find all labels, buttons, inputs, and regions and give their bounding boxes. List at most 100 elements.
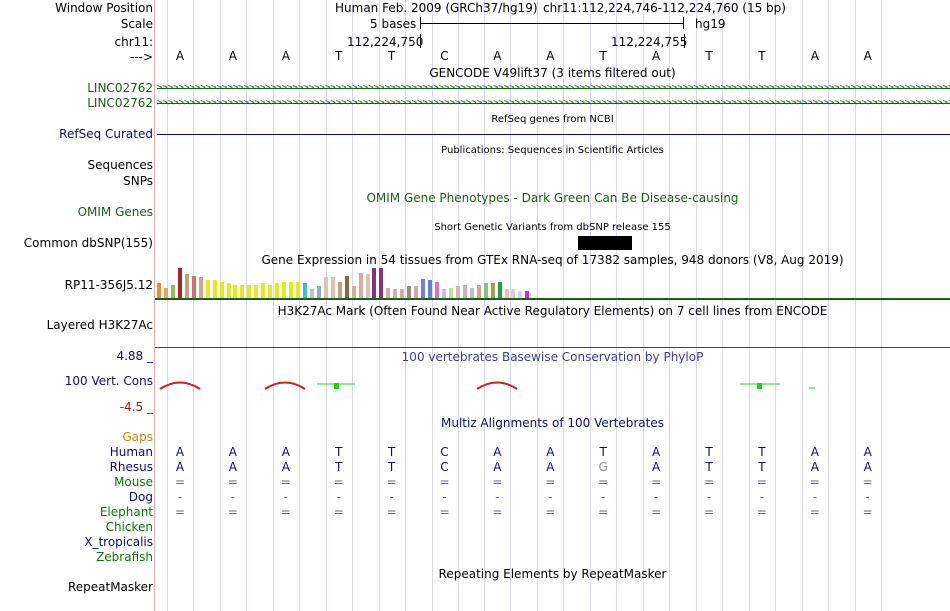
elephant-base: = xyxy=(545,505,556,519)
gtex-tissue-bar[interactable] xyxy=(393,289,398,298)
multiz-track-title[interactable]: Multiz Alignments of 100 Vertebrates xyxy=(440,416,665,430)
gtex-tissue-bar[interactable] xyxy=(170,284,175,298)
species-chicken-label[interactable]: Chicken xyxy=(105,520,153,534)
gtex-tissue-bar[interactable] xyxy=(157,283,161,298)
phylop-signal[interactable] xyxy=(155,374,950,394)
human-base: C xyxy=(440,445,449,459)
omim-track-title[interactable]: OMIM Gene Phenotypes - Dark Green Can Be… xyxy=(366,191,739,205)
gtex-tissue-bar[interactable] xyxy=(275,283,280,298)
phylop-track-title[interactable]: 100 vertebrates Basewise Conservation by… xyxy=(401,350,704,364)
dbsnp-variant-block[interactable] xyxy=(578,236,632,250)
refseq-gene-line[interactable] xyxy=(157,134,950,135)
gtex-tissue-bar[interactable] xyxy=(372,268,377,298)
gtex-tissue-bar[interactable] xyxy=(421,278,426,298)
gtex-tissue-bar[interactable] xyxy=(240,284,245,298)
gtex-tissue-bar[interactable] xyxy=(483,283,488,298)
gtex-tissue-bar[interactable] xyxy=(309,289,314,298)
gtex-tissue-bar[interactable] xyxy=(316,286,321,298)
h3k27ac-label[interactable]: Layered H3K27Ac xyxy=(46,318,153,332)
rhesus-base: A xyxy=(493,460,502,474)
coord-tick-mark-left xyxy=(420,34,421,48)
gtex-tissue-bar[interactable] xyxy=(407,286,412,298)
gene-linc02762-1[interactable]: >>>>>>>>>>>>>>>>>>>>>>>>>>>>>>>>>>>>>>>>… xyxy=(157,83,950,93)
sequences-label[interactable]: Sequences xyxy=(87,158,153,172)
gtex-tissue-bar[interactable] xyxy=(302,283,307,298)
gencode-track-title[interactable]: GENCODE V49lift37 (3 items filtered out) xyxy=(429,66,676,80)
gtex-tissue-bar[interactable] xyxy=(177,268,182,298)
omim-label[interactable]: OMIM Genes xyxy=(77,205,153,219)
gtex-tissue-bar[interactable] xyxy=(198,277,203,298)
gtex-tissue-bar[interactable] xyxy=(365,274,370,298)
gtex-tissue-bar[interactable] xyxy=(386,287,391,298)
gtex-track-title[interactable]: Gene Expression in 54 tissues from GTEx … xyxy=(261,253,844,267)
gtex-tissue-bar[interactable] xyxy=(441,289,446,298)
gtex-tissue-bar[interactable] xyxy=(518,290,523,298)
gtex-tissue-bar[interactable] xyxy=(435,281,439,298)
refseq-track-title[interactable]: RefSeq genes from NCBI xyxy=(491,114,614,125)
reference-base: A xyxy=(810,49,819,63)
gtex-tissue-bar[interactable] xyxy=(261,283,266,298)
gtex-tissue-bar[interactable] xyxy=(323,277,328,298)
gtex-tissue-bar[interactable] xyxy=(296,281,300,298)
human-base: T xyxy=(705,445,713,459)
gtex-tissue-bar[interactable] xyxy=(448,287,453,298)
window-coordinates[interactable]: chr11:112,224,746-112,224,760 (15 bp) xyxy=(543,1,786,15)
gtex-tissue-bar[interactable] xyxy=(226,283,231,298)
gtex-tissue-bar[interactable] xyxy=(379,268,384,298)
gtex-tissue-bar[interactable] xyxy=(219,281,224,298)
dbsnp-label[interactable]: Common dbSNP(155) xyxy=(23,236,153,250)
gtex-tissue-bar[interactable] xyxy=(268,284,273,298)
gtex-tissue-bar[interactable] xyxy=(233,284,238,298)
gtex-tissue-bar[interactable] xyxy=(212,280,217,298)
repeatmasker-track-title[interactable]: Repeating Elements by RepeatMasker xyxy=(438,567,667,581)
species-dog-label[interactable]: Dog xyxy=(128,490,153,504)
gtex-tissue-bar[interactable] xyxy=(344,275,349,298)
gtex-expression-bars[interactable] xyxy=(157,268,557,298)
species-human-label[interactable]: Human xyxy=(109,445,153,459)
gene-label-linc02762-2[interactable]: LINC02762 xyxy=(87,96,153,110)
gtex-tissue-bar[interactable] xyxy=(400,289,405,298)
gtex-tissue-bar[interactable] xyxy=(351,286,356,298)
gtex-tissue-bar[interactable] xyxy=(163,287,168,298)
snps-label[interactable]: SNPs xyxy=(123,174,153,188)
publications-track-title[interactable]: Publications: Sequences in Scientific Ar… xyxy=(441,145,664,156)
gene-label-linc02762-1[interactable]: LINC02762 xyxy=(87,81,153,95)
gtex-tissue-bar[interactable] xyxy=(497,281,502,298)
gtex-tissue-bar[interactable] xyxy=(462,284,467,298)
gtex-tissue-bar[interactable] xyxy=(247,284,252,298)
gtex-tissue-bar[interactable] xyxy=(428,280,433,298)
gtex-tissue-bar[interactable] xyxy=(358,272,363,298)
rhesus-base: A xyxy=(651,460,661,474)
gtex-tissue-bar[interactable] xyxy=(191,275,196,298)
gtex-tissue-bar[interactable] xyxy=(205,280,210,298)
gtex-tissue-bar[interactable] xyxy=(254,284,259,298)
repeatmasker-label[interactable]: RepeatMasker xyxy=(67,580,153,594)
gtex-tissue-bar[interactable] xyxy=(525,290,530,298)
gtex-tissue-bar[interactable] xyxy=(476,284,481,298)
gtex-tissue-bar[interactable] xyxy=(490,283,495,298)
conservation-track-label[interactable]: 100 Vert. Cons xyxy=(64,374,153,388)
h3k27ac-track-title[interactable]: H3K27Ac Mark (Often Found Near Active Re… xyxy=(277,304,828,318)
gtex-tissue-bar[interactable] xyxy=(330,277,335,298)
reference-base: A xyxy=(228,49,237,63)
species-xtropicalis-label[interactable]: X_tropicalis xyxy=(84,535,153,549)
gtex-tissue-bar[interactable] xyxy=(504,289,509,298)
gtex-tissue-bar[interactable] xyxy=(289,281,294,298)
gtex-tissue-bar[interactable] xyxy=(337,281,342,298)
gtex-tissue-bar[interactable] xyxy=(184,274,189,298)
gene-linc02762-2[interactable]: >>>>>>>>>>>>>>>>>>>>>>>>>>>>>>>>>>>>>>>>… xyxy=(157,98,950,108)
gtex-tissue-bar[interactable] xyxy=(414,286,419,298)
species-zebrafish-label[interactable]: Zebrafish xyxy=(96,550,153,564)
species-elephant-label[interactable]: Elephant xyxy=(99,505,153,519)
gtex-tissue-bar[interactable] xyxy=(511,289,516,298)
gtex-tissue-bar[interactable] xyxy=(455,286,460,298)
gaps-label[interactable]: Gaps xyxy=(122,430,153,444)
gtex-gene-label[interactable]: RP11-356J5.12 xyxy=(64,278,153,292)
species-mouse-label[interactable]: Mouse xyxy=(114,475,153,489)
refseq-label[interactable]: RefSeq Curated xyxy=(59,127,153,141)
gtex-tissue-bar[interactable] xyxy=(469,287,474,298)
human-base: A xyxy=(546,445,555,459)
species-rhesus-label[interactable]: Rhesus xyxy=(109,460,153,474)
dbsnp-track-title[interactable]: Short Genetic Variants from dbSNP releas… xyxy=(434,222,671,233)
gtex-tissue-bar[interactable] xyxy=(282,281,287,298)
